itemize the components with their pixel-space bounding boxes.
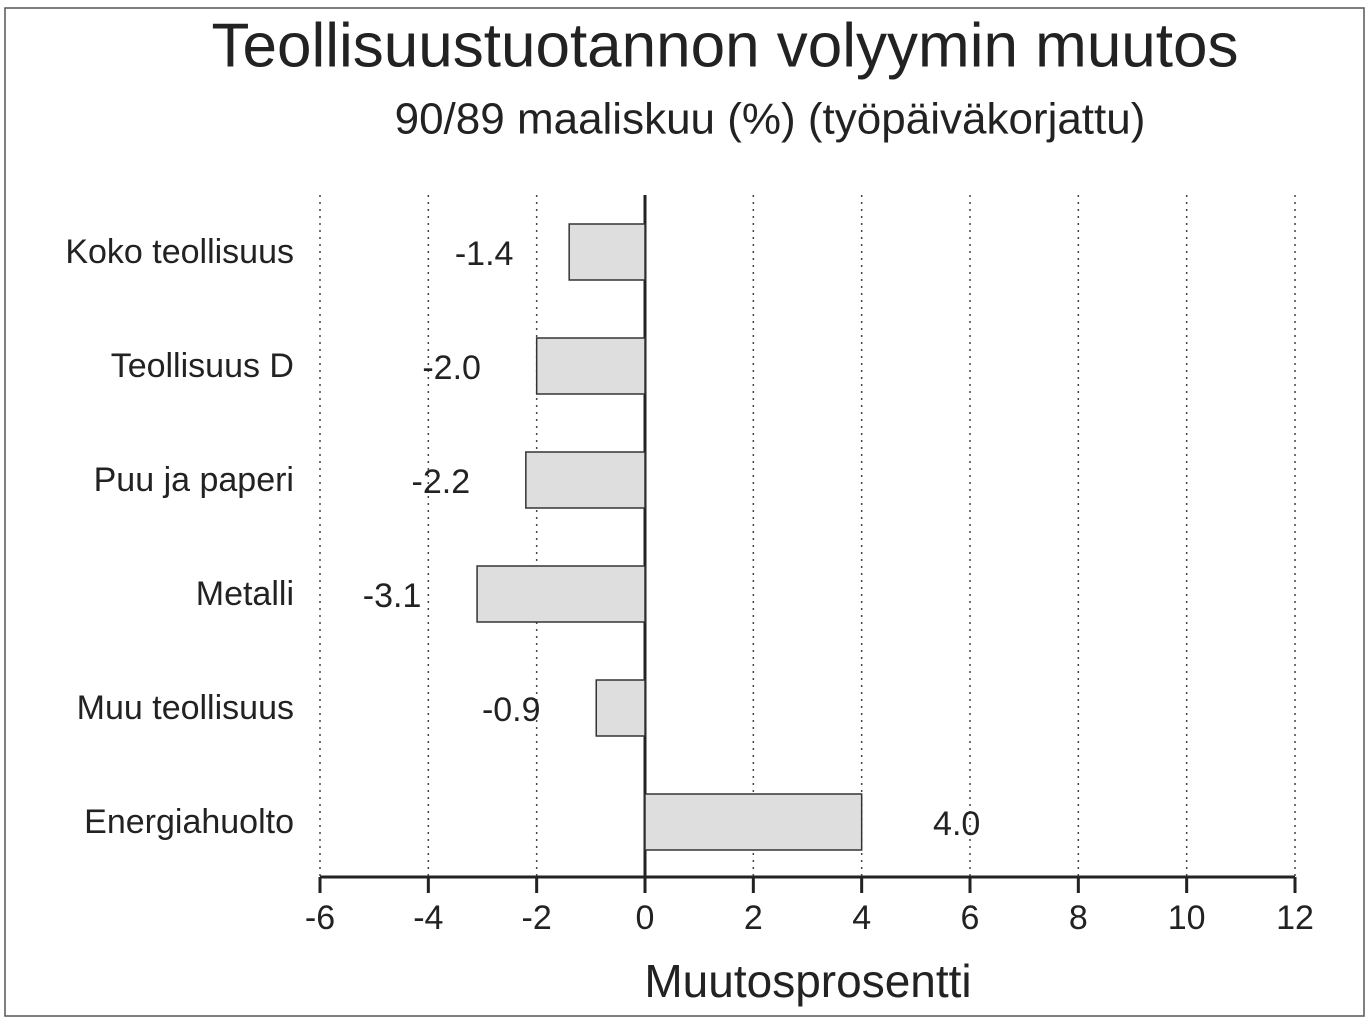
x-tick-label: -4 (413, 899, 443, 937)
data-label: -1.4 (455, 235, 514, 273)
x-tick-label: -6 (305, 899, 335, 937)
data-label: -2.2 (412, 463, 471, 501)
bar (476, 565, 646, 623)
y-tick-label: Koko teollisuus (65, 233, 294, 271)
x-tick-label: 6 (961, 899, 980, 937)
data-label: 4.0 (933, 805, 980, 843)
y-tick-label: Energiahuolto (84, 803, 294, 841)
data-label: -0.9 (482, 691, 541, 729)
chart-title: Teollisuustuotannon volyymin muutos (212, 11, 1239, 80)
data-label: -2.0 (422, 349, 481, 387)
x-tick-label: 8 (1069, 899, 1088, 937)
x-axis-label: Muutosprosentti (644, 955, 971, 1007)
x-tick-label: 2 (744, 899, 763, 937)
x-tick-label: 0 (636, 899, 655, 937)
bar (525, 451, 646, 509)
bar (535, 337, 646, 395)
y-tick-label: Teollisuus D (111, 347, 294, 385)
chart-subtitle: 90/89 maaliskuu (%) (työpäiväkorjattu) (395, 95, 1146, 144)
data-label: -3.1 (363, 577, 422, 615)
bar (568, 223, 646, 281)
y-tick-label: Metalli (196, 575, 294, 613)
bar (595, 679, 646, 737)
x-tick-label: -2 (522, 899, 552, 937)
x-tick-label: 10 (1168, 899, 1206, 937)
x-tick-label: 12 (1276, 899, 1314, 937)
frame (4, 7, 1365, 1017)
y-tick-label: Muu teollisuus (77, 689, 294, 727)
bar (644, 793, 863, 851)
x-tick-label: 4 (852, 899, 871, 937)
y-tick-label: Puu ja paperi (94, 461, 294, 499)
